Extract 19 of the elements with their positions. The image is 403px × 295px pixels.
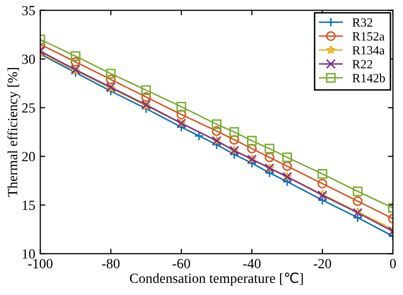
y-tick-label: 20 bbox=[22, 152, 35, 162]
y-axis-title: Thermal efficiency [%] bbox=[7, 68, 20, 197]
legend-label: R142b bbox=[352, 74, 385, 82]
legend-label: R152a bbox=[352, 32, 385, 41]
x-tick-label: -60 bbox=[172, 258, 190, 268]
x-tick-label: 0 bbox=[390, 258, 396, 268]
x-tick-label: -100 bbox=[28, 258, 52, 268]
x-tick-label: -40 bbox=[243, 258, 261, 268]
y-tick-label: 30 bbox=[22, 54, 35, 64]
legend-label: R22 bbox=[352, 60, 372, 68]
y-tick-label: 35 bbox=[22, 6, 35, 16]
y-tick-label: 15 bbox=[22, 200, 35, 210]
x-tick-label: -20 bbox=[314, 258, 332, 268]
y-tick-label: 25 bbox=[22, 103, 35, 113]
y-tick-label: 10 bbox=[22, 249, 35, 259]
x-axis-title: Condensation temperature [℃] bbox=[130, 272, 303, 286]
legend-label: R32 bbox=[352, 18, 372, 27]
x-tick-label: -80 bbox=[102, 258, 120, 268]
legend-label: R134a bbox=[352, 46, 385, 55]
